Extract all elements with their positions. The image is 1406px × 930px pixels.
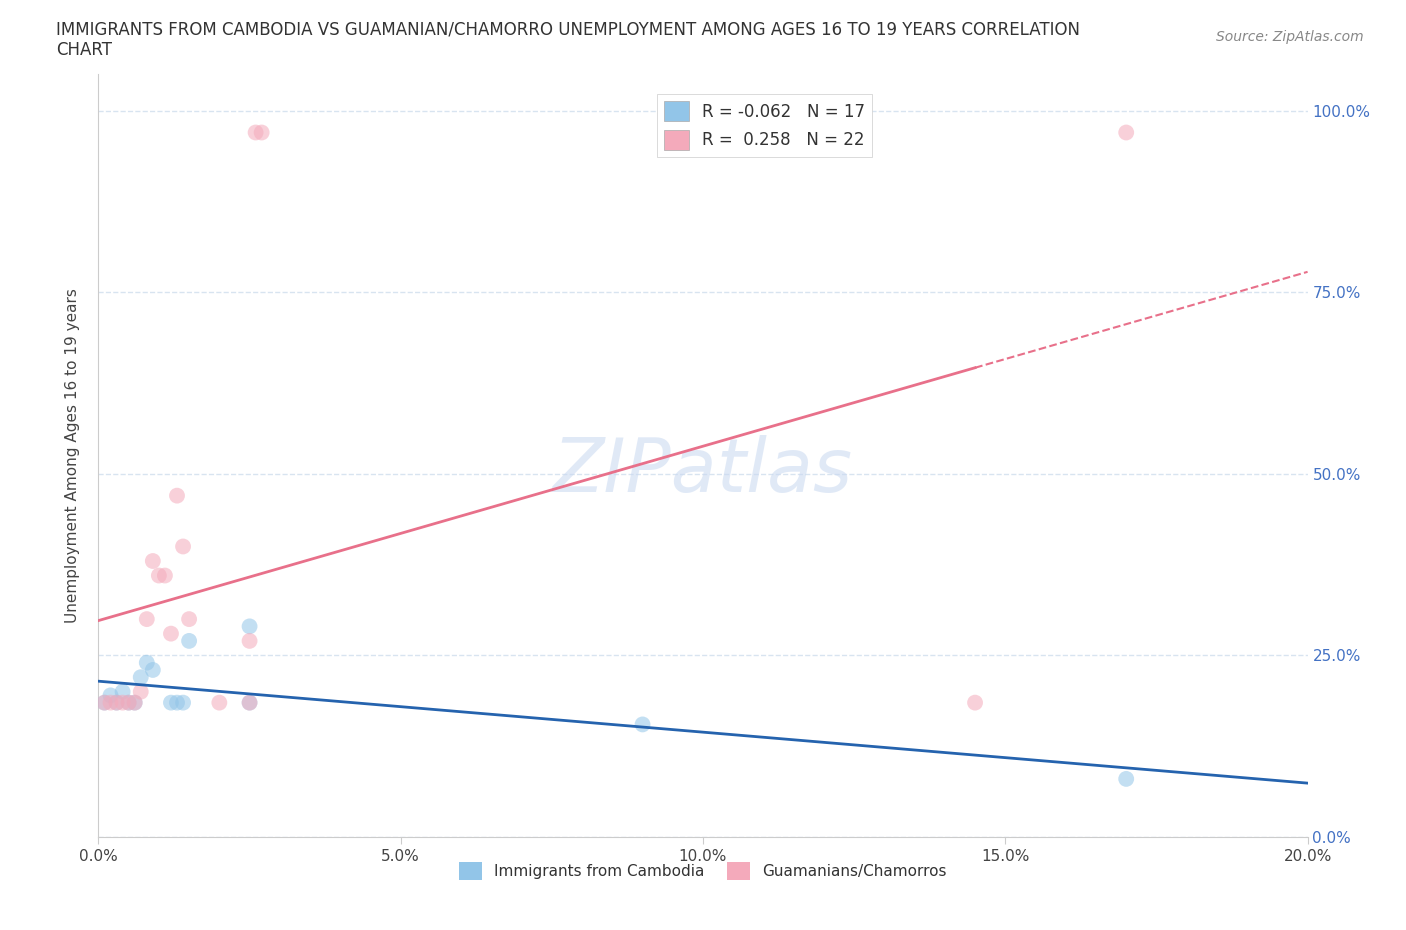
Point (124, 696, 146, 711)
Point (160, 626, 183, 641)
Point (172, 539, 194, 554)
Point (166, 696, 188, 711)
Point (105, 696, 128, 711)
Point (245, 125, 267, 140)
Point (1115, 125, 1137, 140)
Point (179, 633, 201, 648)
Point (118, 696, 141, 711)
Point (135, 612, 157, 627)
Point (239, 696, 262, 711)
Point (142, 553, 165, 568)
Point (239, 619, 262, 634)
Point (135, 656, 157, 671)
Point (100, 696, 122, 711)
Point (129, 670, 152, 684)
Legend: Immigrants from Cambodia, Guamanians/Chamorros: Immigrants from Cambodia, Guamanians/Cha… (453, 856, 953, 886)
Point (118, 696, 141, 711)
Point (148, 568, 170, 583)
Point (124, 696, 146, 711)
Point (239, 633, 262, 648)
Text: CHART: CHART (56, 41, 112, 59)
Point (142, 662, 165, 677)
Point (965, 696, 987, 711)
Point (172, 696, 194, 711)
Text: ZIPatlas: ZIPatlas (553, 435, 853, 507)
Point (129, 684, 152, 699)
Point (631, 717, 654, 732)
Point (1115, 772, 1137, 787)
Text: Source: ZipAtlas.com: Source: ZipAtlas.com (1216, 30, 1364, 44)
Point (160, 696, 183, 711)
Point (179, 612, 201, 627)
Point (93, 696, 115, 711)
Point (250, 125, 273, 140)
Point (208, 696, 231, 711)
Point (100, 688, 122, 703)
Point (111, 684, 134, 699)
Point (105, 696, 128, 711)
Point (153, 568, 176, 583)
Text: IMMIGRANTS FROM CAMBODIA VS GUAMANIAN/CHAMORRO UNEMPLOYMENT AMONG AGES 16 TO 19 : IMMIGRANTS FROM CAMBODIA VS GUAMANIAN/CH… (56, 20, 1080, 38)
Point (239, 696, 262, 711)
Point (166, 488, 188, 503)
Point (93, 696, 115, 711)
Point (111, 696, 134, 711)
Y-axis label: Unemployment Among Ages 16 to 19 years: Unemployment Among Ages 16 to 19 years (65, 288, 80, 623)
